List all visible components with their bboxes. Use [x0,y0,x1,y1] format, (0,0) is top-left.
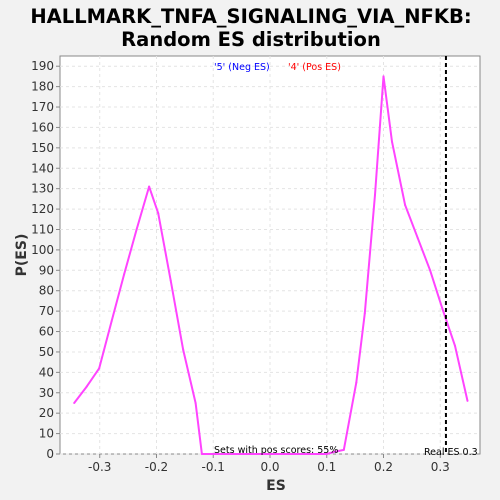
y-tick-label: 120 [31,202,54,216]
pos-scores-annotation: Sets with pos scores: 55% [214,445,338,456]
data-point [454,344,456,347]
data-point [391,140,393,143]
y-tick-label: 10 [39,427,54,441]
data-point [98,367,101,370]
data-point [200,453,203,455]
y-tick-label: 0 [46,447,54,461]
data-point [355,381,358,384]
grid-lines [60,56,480,455]
y-tick-label: 40 [39,365,54,379]
x-tick-label: -0.2 [145,460,168,474]
y-tick-label: 180 [31,80,54,94]
data-point [194,402,197,404]
data-point [123,273,126,276]
data-point [169,279,172,282]
y-tick-label: 160 [31,120,54,134]
x-tick-label: 0.3 [431,460,450,474]
data-point [441,308,444,311]
chart-title-line-2: Random ES distribution [121,28,381,51]
legend-pos-es: '4' (Pos ES) [288,62,341,73]
data-point [363,312,366,315]
y-tick-label: 30 [39,386,54,400]
x-tick-label: 0.2 [374,460,393,474]
y-tick-label: 130 [31,182,54,196]
data-point [73,402,76,404]
y-tick-label: 110 [31,222,54,236]
series-group [73,75,469,455]
y-tick-label: 190 [31,59,54,73]
x-tick-label: -0.1 [202,460,225,474]
data-point [110,320,113,323]
y-tick-label: 90 [39,263,54,277]
x-axis-ticks: -0.3 -0.2 -0.1 0.0 0.1 0.2 0.3 [88,454,450,474]
data-point [332,451,335,453]
y-axis-label: P(ES) [14,234,30,277]
y-tick-label: 80 [39,284,54,298]
data-point [85,385,88,388]
data-point [148,185,151,188]
legend-neg-es: '5' (Neg ES) [214,62,270,73]
data-point [182,348,185,351]
y-tick-label: 170 [31,100,54,114]
data-point [325,453,328,455]
real-es-label: Real ES 0.3 [424,447,478,458]
data-point [374,193,376,196]
data-point [157,212,160,215]
data-point [382,75,385,78]
x-tick-label: 0.1 [317,460,336,474]
data-point [429,269,432,272]
x-tick-label: 0.0 [260,460,279,474]
y-tick-label: 20 [39,406,54,420]
y-tick-label: 60 [39,325,54,339]
data-point [404,204,407,206]
x-axis-label: ES [266,478,286,494]
x-tick-label: -0.3 [88,460,111,474]
data-point [269,453,271,455]
data-point [342,448,345,451]
data-point [466,399,469,402]
data-point [212,453,215,455]
y-tick-label: 70 [39,304,54,318]
y-axis-ticks: 0 10 20 30 40 50 60 70 80 90 100 110 120 130 140 150 160… [31,59,60,461]
y-tick-label: 140 [31,161,54,175]
data-point [135,228,138,231]
y-tick-label: 50 [39,345,54,359]
es-distribution-line-0 [73,75,469,455]
data-point [416,236,419,239]
y-tick-label: 100 [31,243,54,257]
chart-title-line-1: HALLMARK_TNFA_SIGNALING_VIA_NFKB: [30,5,471,28]
y-tick-label: 150 [31,141,54,155]
